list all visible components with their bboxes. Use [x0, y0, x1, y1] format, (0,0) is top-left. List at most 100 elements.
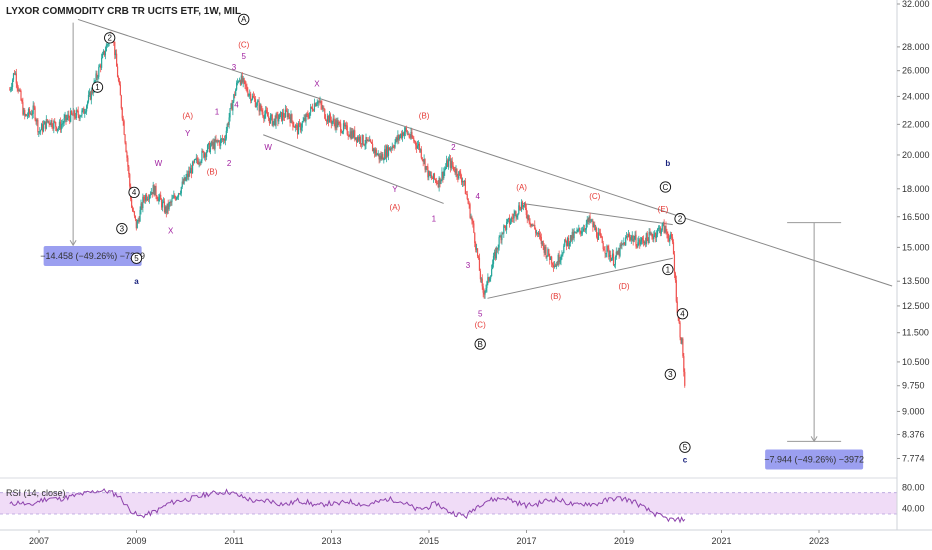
candle-body — [380, 155, 382, 159]
y-tick-label: 32.000 — [902, 0, 930, 9]
measure-tools[interactable]: −14.458 (−49.26%) −7229 −7.944 (−49.26%) … — [40, 22, 864, 470]
candle-body — [152, 185, 154, 195]
candle-body — [55, 122, 57, 127]
candle-body — [535, 229, 537, 234]
candle-body — [600, 235, 602, 238]
candle-body — [594, 224, 596, 231]
candle-body — [74, 116, 76, 119]
candle-body — [119, 84, 121, 96]
candle-body — [650, 233, 652, 235]
candle-body — [264, 114, 266, 119]
candle-body — [586, 219, 588, 224]
candle-body — [33, 105, 35, 108]
candle-body — [243, 78, 245, 81]
candle-body — [558, 254, 560, 263]
candle-body — [232, 101, 234, 111]
candle-body — [298, 123, 301, 125]
candle-body — [418, 143, 421, 151]
candle-body — [675, 280, 677, 302]
candle-body — [367, 140, 369, 142]
candle-body — [347, 134, 349, 136]
candle-body — [563, 245, 565, 254]
candle-body — [333, 118, 335, 123]
candle-body — [478, 257, 481, 271]
candle-body — [652, 236, 654, 240]
candle-body — [121, 108, 123, 119]
candle-body — [413, 138, 415, 142]
candle-body — [316, 103, 318, 105]
candle-body — [669, 237, 671, 242]
candle-body — [560, 255, 562, 261]
x-tick-label: 2013 — [321, 536, 341, 546]
candle-body — [671, 234, 673, 238]
candle-body — [202, 150, 204, 152]
candle-body — [446, 160, 449, 167]
candle-body — [287, 113, 289, 118]
candle-body — [668, 238, 670, 242]
candle-body — [159, 194, 161, 198]
wave-label: (A) — [182, 112, 193, 121]
candle-body — [506, 219, 509, 222]
candle-body — [509, 221, 511, 225]
candle-body — [575, 232, 577, 234]
candle-body — [237, 81, 240, 83]
candle-body — [170, 201, 172, 203]
candle-body — [678, 317, 680, 323]
wave-circle — [474, 338, 486, 350]
candle-body — [133, 211, 136, 216]
candle-body — [319, 101, 321, 103]
candle-body — [684, 371, 686, 386]
candle-body — [44, 121, 46, 129]
candle-body — [656, 234, 658, 238]
candle-body — [402, 132, 405, 136]
candle-body — [394, 142, 396, 148]
candle-body — [91, 90, 93, 94]
candle-body — [578, 228, 580, 231]
candle-body — [35, 119, 37, 122]
candle-body — [326, 115, 329, 122]
candle-body — [497, 247, 499, 250]
candle-body — [137, 219, 139, 222]
candle-body — [525, 208, 527, 215]
measure-label-box — [765, 449, 864, 470]
candle-body — [454, 171, 456, 174]
candle-body — [485, 288, 487, 291]
candle-body — [284, 109, 286, 118]
candle-body — [79, 116, 81, 119]
candle-body — [176, 196, 179, 198]
candle-body — [598, 232, 601, 234]
candle-body — [619, 244, 621, 256]
candle-body — [616, 251, 618, 255]
candle-body — [614, 257, 616, 265]
wave-label: X — [168, 227, 174, 236]
candle-body — [25, 114, 27, 116]
candle-body — [228, 117, 230, 125]
candle-body — [618, 249, 620, 256]
candle-body — [412, 137, 414, 139]
candle-body — [92, 91, 94, 94]
candle-body — [220, 138, 222, 146]
candle-body — [370, 139, 372, 142]
candle-body — [263, 116, 265, 119]
candle-body — [163, 201, 166, 213]
candle-body — [120, 95, 122, 109]
candle-body — [158, 197, 160, 202]
wave-label: b — [665, 159, 670, 168]
rsi-band — [0, 492, 897, 514]
candle-body — [124, 134, 126, 143]
candle-body — [551, 263, 554, 265]
candle-body — [681, 338, 683, 344]
candle-body — [493, 251, 496, 257]
candle-body — [391, 146, 393, 149]
candle-body — [387, 147, 390, 156]
candle-body — [178, 193, 181, 195]
candle-body — [567, 238, 570, 247]
x-tick-label: 2021 — [711, 536, 731, 546]
candle-body — [472, 220, 474, 224]
candle-body — [416, 145, 418, 149]
candle-body — [570, 235, 572, 241]
candle-body — [60, 124, 62, 130]
rsi-label: RSI (14, close) — [6, 488, 66, 498]
candle-body — [536, 232, 538, 234]
